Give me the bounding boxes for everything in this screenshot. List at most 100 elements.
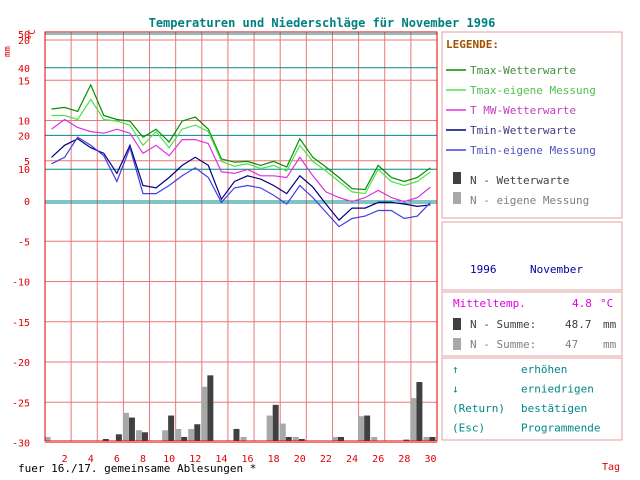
bar-n-eigene bbox=[410, 398, 417, 441]
bar-n-eigene bbox=[162, 430, 169, 441]
legend-heading: LEGENDE: bbox=[446, 38, 499, 51]
bar-n-eigene bbox=[240, 436, 247, 441]
series-line-tmin-wetterwarte bbox=[51, 138, 431, 221]
y-tick-temp: -15 bbox=[12, 318, 30, 329]
control-row[interactable]: (Return) bestätigen bbox=[452, 402, 587, 415]
celsius-axis-label: °C bbox=[28, 29, 38, 40]
bar-n-eigene bbox=[292, 436, 299, 441]
y-tick-temp: 20 bbox=[18, 36, 30, 47]
bar-n-wetterwarte bbox=[416, 382, 423, 441]
y-tick-mm: 40 bbox=[18, 64, 30, 75]
bar-n-wetterwarte bbox=[168, 415, 175, 441]
sum1-swatch bbox=[453, 318, 461, 330]
legend-label: Tmax-Wetterwarte bbox=[470, 64, 576, 77]
control-key: ↓ bbox=[452, 383, 459, 396]
control-action: Programmende bbox=[521, 422, 600, 435]
plot-frame bbox=[44, 31, 438, 442]
bar-n-eigene bbox=[44, 436, 51, 441]
y-tick-temp: -10 bbox=[12, 278, 30, 289]
x-tick: 14 bbox=[215, 454, 227, 465]
bar-n-eigene bbox=[371, 436, 378, 441]
x-tick: 16 bbox=[242, 454, 254, 465]
x-tick: 12 bbox=[189, 454, 201, 465]
precipitation-bars bbox=[44, 375, 436, 441]
series-line-tmin-eigene-messung bbox=[51, 136, 431, 228]
series-line-tmax-wetterwarte bbox=[51, 83, 431, 191]
legend-swatch-bar bbox=[453, 172, 461, 184]
bar-n-wetterwarte bbox=[298, 438, 305, 441]
y-tick-mm: 50 bbox=[18, 30, 30, 41]
bar-n-wetterwarte bbox=[364, 415, 371, 441]
sum2-value: 47 bbox=[565, 338, 578, 351]
bar-n-wetterwarte bbox=[338, 436, 344, 441]
legend-label: Tmin-Wetterwarte bbox=[470, 124, 576, 137]
period-month: November bbox=[530, 263, 583, 276]
control-row[interactable]: (Esc) Programmende bbox=[452, 422, 600, 435]
bar-n-wetterwarte bbox=[128, 417, 135, 441]
mean-temp-value: 4.8 bbox=[572, 297, 592, 310]
period-year: 1996 bbox=[470, 263, 497, 276]
y-tick-temp: -5 bbox=[18, 237, 30, 248]
x-tick: 24 bbox=[346, 454, 358, 465]
x-tick: 8 bbox=[140, 454, 146, 465]
control-row[interactable]: ↑ erhöhen bbox=[452, 363, 567, 376]
control-row[interactable]: ↓ erniedrigen bbox=[452, 383, 594, 396]
bar-n-wetterwarte bbox=[142, 432, 148, 441]
series-line-tmax-eigene-messung bbox=[51, 98, 431, 195]
legend-swatch-bar bbox=[453, 192, 461, 204]
bar-n-wetterwarte bbox=[102, 438, 109, 441]
y-tick-temp: 0 bbox=[24, 197, 30, 208]
legend-label: N - Wetterwarte bbox=[470, 174, 569, 187]
legend-label: Tmin-eigene Messung bbox=[470, 144, 596, 157]
control-key: ↑ bbox=[452, 363, 459, 376]
x-tick: 18 bbox=[268, 454, 280, 465]
legend-panel: LEGENDE: Tmax-Wetterwarte Tmax-eigene Mes… bbox=[441, 31, 623, 219]
bar-n-eigene bbox=[122, 412, 129, 441]
bar-n-eigene bbox=[201, 386, 208, 441]
bar-n-eigene bbox=[279, 423, 286, 441]
x-tick: 10 bbox=[163, 454, 175, 465]
y-tick-temp: 15 bbox=[18, 76, 30, 87]
legend-label: Tmax-eigene Messung bbox=[470, 84, 596, 97]
bar-n-eigene bbox=[175, 428, 182, 441]
grid bbox=[45, 32, 438, 443]
control-action: bestätigen bbox=[521, 402, 587, 415]
period-panel: 1996 November bbox=[441, 221, 623, 291]
stats-panel: Mitteltemp. 4.8 °C N - Summe: 48.7 mm N … bbox=[441, 291, 623, 357]
series-line-t-mw-wetterwarte bbox=[51, 118, 431, 203]
x-tick: 4 bbox=[88, 454, 94, 465]
y-tick-mm: 10 bbox=[18, 165, 30, 176]
control-key: (Esc) bbox=[452, 422, 485, 435]
control-action: erhöhen bbox=[521, 363, 567, 376]
chart-title: Temperaturen und Niederschläge für Novem… bbox=[149, 16, 496, 30]
sum1-value: 48.7 bbox=[565, 318, 592, 331]
bar-n-wetterwarte bbox=[272, 404, 279, 441]
y-tick-temp: -25 bbox=[12, 398, 30, 409]
bar-n-wetterwarte bbox=[233, 428, 240, 441]
bar-n-wetterwarte bbox=[429, 436, 436, 441]
temperature-lines bbox=[51, 83, 431, 228]
mean-temp-unit: °C bbox=[600, 297, 613, 310]
control-action: erniedrigen bbox=[521, 383, 594, 396]
x-tick: 20 bbox=[294, 454, 306, 465]
bar-n-wetterwarte bbox=[115, 434, 122, 441]
sum1-unit: mm bbox=[603, 318, 617, 331]
bar-n-eigene bbox=[423, 436, 430, 441]
x-tick: 28 bbox=[398, 454, 410, 465]
bar-n-eigene bbox=[358, 416, 365, 441]
sum2-swatch bbox=[453, 338, 461, 350]
bar-n-wetterwarte bbox=[285, 436, 292, 441]
y-tick-temp: -20 bbox=[12, 358, 30, 369]
y-tick-mm: 20 bbox=[18, 131, 30, 142]
bar-n-eigene bbox=[266, 415, 273, 441]
bar-n-wetterwarte bbox=[207, 375, 214, 441]
x-tick: 22 bbox=[320, 454, 332, 465]
bar-n-eigene bbox=[188, 428, 195, 441]
controls-panel: ↑ erhöhen ↓ erniedrigen (Return) bestätigen (E… bbox=[441, 357, 623, 441]
bar-n-eigene bbox=[136, 430, 142, 441]
y-tick-temp: -30 bbox=[12, 439, 30, 450]
x-tick: 26 bbox=[372, 454, 384, 465]
control-key: (Return) bbox=[452, 402, 505, 415]
footnote: fuer 16./17. gemeinsame Ablesungen * bbox=[18, 462, 256, 475]
